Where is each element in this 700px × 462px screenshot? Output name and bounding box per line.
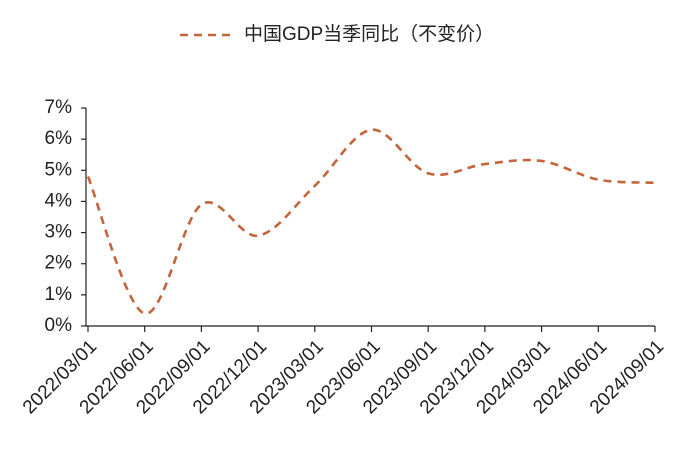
legend-label: 中国GDP当季同比（不变价）: [244, 23, 494, 45]
y-tick-label: 1%: [45, 284, 73, 305]
y-tick-label: 0%: [45, 315, 73, 336]
series-line: [86, 128, 656, 315]
y-tick-label: 3%: [45, 222, 73, 243]
y-tick-label: 7%: [45, 97, 73, 118]
y-tick-label: 5%: [45, 159, 73, 180]
y-tick-label: 4%: [45, 190, 73, 211]
y-tick-label: 6%: [45, 128, 73, 149]
y-tick-label: 2%: [45, 253, 73, 274]
